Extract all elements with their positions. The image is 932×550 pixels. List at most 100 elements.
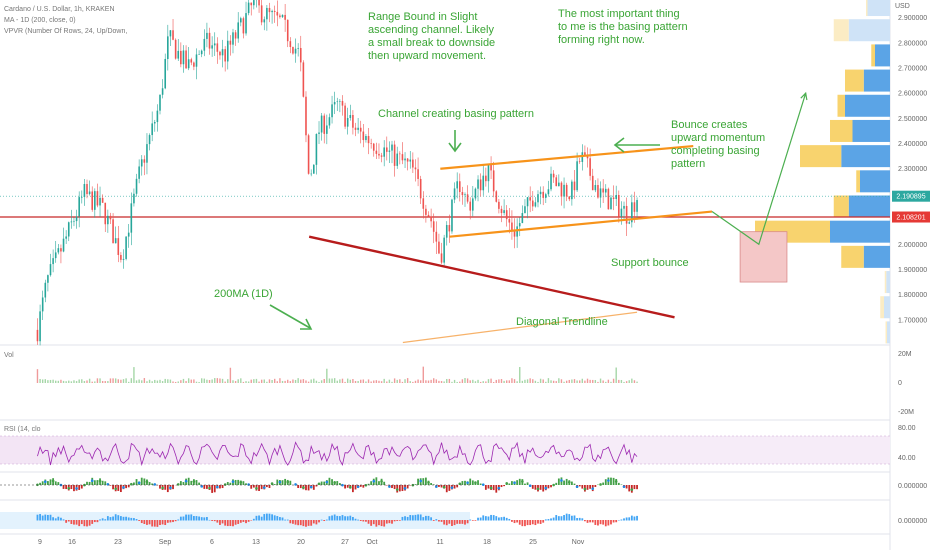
oscillator-2-bar	[544, 519, 547, 521]
candle-body	[550, 173, 552, 190]
oscillator-1-bar	[508, 483, 511, 485]
oscillator-2-bar	[127, 517, 130, 521]
candle-body	[159, 94, 161, 111]
legend-symbol[interactable]: Cardano / U.S. Dollar, 1h, KRAKEN	[4, 6, 115, 13]
oscillator-2-bar	[492, 515, 495, 521]
candle-body	[305, 96, 307, 136]
oscillator-1-bar	[456, 485, 459, 488]
oscillator-1-bar	[268, 485, 271, 489]
oscillator-1-bar	[187, 477, 190, 485]
oscillator-1-bar	[464, 480, 466, 485]
volume-bar	[346, 378, 349, 383]
oscillator-2-bar	[312, 520, 315, 524]
candle-body	[563, 184, 565, 197]
oscillator-1-bar	[406, 485, 409, 489]
candle-body	[401, 154, 404, 161]
volume-bar	[109, 378, 112, 383]
volume-bar	[417, 379, 419, 383]
oscillator-1-dot	[247, 483, 250, 486]
volume-profile-bar	[852, 119, 890, 142]
oscillator-1-dot	[521, 480, 524, 483]
oscillator-2-bar	[552, 517, 555, 521]
oscillator-2-bar	[328, 516, 331, 521]
oscillator-2-bar	[597, 520, 599, 526]
oscillator-1-dot	[372, 479, 376, 483]
oscillator-1-tick: 0.000000	[898, 483, 927, 490]
volume-bar	[167, 379, 169, 383]
annotation-text: The most important thing	[558, 8, 680, 20]
volume-bar	[73, 380, 75, 383]
candle-body	[120, 254, 122, 260]
oscillator-2-bar	[276, 516, 279, 521]
oscillator-1-dot	[591, 487, 595, 490]
oscillator-1-bar	[242, 481, 245, 485]
oscillator-2-bar	[307, 520, 310, 526]
time-tick: 23	[114, 539, 122, 546]
oscillator-2-bar	[54, 518, 57, 521]
candle-body	[602, 188, 604, 193]
volume-bar	[466, 378, 469, 383]
volume-tick: -20M	[898, 409, 914, 416]
volume-bar	[315, 380, 318, 383]
oscillator-1-bar	[565, 478, 568, 485]
candle-body	[391, 144, 393, 151]
oscillator-2-bar	[109, 517, 112, 521]
oscillator-2-bar	[584, 520, 586, 522]
oscillator-1-bar	[516, 480, 519, 485]
annotation-important: The most important thing to me is the ba…	[558, 8, 688, 46]
oscillator-1-dot	[567, 480, 571, 484]
candle-body	[78, 197, 80, 217]
candle-body	[130, 203, 133, 233]
volume-bar	[227, 379, 229, 383]
oscillator-1-bar	[190, 480, 193, 485]
price-tick: 2.900000	[898, 15, 927, 22]
candle-body	[180, 50, 182, 65]
oscillator-2-bar	[388, 520, 391, 524]
candle-body	[276, 11, 279, 16]
oscillator-1-bar	[211, 485, 214, 493]
oscillator-2-bar	[385, 520, 388, 524]
oscillator-1-bar	[518, 478, 521, 485]
legend-ma[interactable]: MA - 1D (200, close, 0)	[4, 17, 76, 24]
candle-body	[224, 49, 226, 62]
candle-body	[378, 153, 380, 156]
volume-bar	[487, 379, 490, 383]
oscillator-2-bar	[135, 519, 138, 521]
volume-bar	[138, 379, 140, 383]
volume-bar	[276, 381, 279, 383]
volume-bar	[584, 380, 586, 383]
volume-bar	[571, 379, 573, 383]
oscillator-1-bar	[93, 480, 96, 485]
oscillator-1-bar	[258, 485, 260, 491]
candle-body	[260, 5, 263, 23]
oscillator-1-bar	[492, 485, 495, 491]
oscillator-1-dot	[458, 482, 462, 486]
oscillator-2-bar	[44, 514, 47, 521]
volume-bar	[62, 380, 65, 383]
candle-body	[99, 197, 101, 206]
candle-body	[451, 199, 453, 232]
volume-bar	[266, 381, 268, 383]
candle-body	[456, 181, 458, 189]
volume-bar	[88, 378, 91, 383]
oscillator-2-bar	[156, 520, 159, 527]
oscillator-2-bar	[482, 515, 485, 521]
oscillator-1-dot	[286, 480, 290, 484]
time-tick: 18	[483, 539, 491, 546]
oscillator-1-bar	[54, 481, 57, 485]
oscillator-1-bar	[617, 482, 620, 485]
oscillator-1-bar	[96, 480, 99, 485]
oscillator-2-bar	[310, 520, 313, 526]
oscillator-1-dot	[427, 481, 430, 484]
candle-body	[133, 193, 135, 204]
candle-body	[412, 159, 414, 168]
oscillator-1-dot	[489, 486, 493, 490]
legend-vpvr[interactable]: VPVR (Number Of Rows, 24, Up/Down,	[4, 28, 127, 35]
candle-body	[521, 213, 524, 224]
oscillator-2-bar	[320, 519, 323, 521]
volume-bar	[245, 381, 247, 383]
volume-bar	[284, 380, 286, 383]
oscillator-1-dot	[333, 481, 336, 484]
oscillator-2-bar	[346, 516, 349, 521]
candle-body	[57, 248, 60, 253]
